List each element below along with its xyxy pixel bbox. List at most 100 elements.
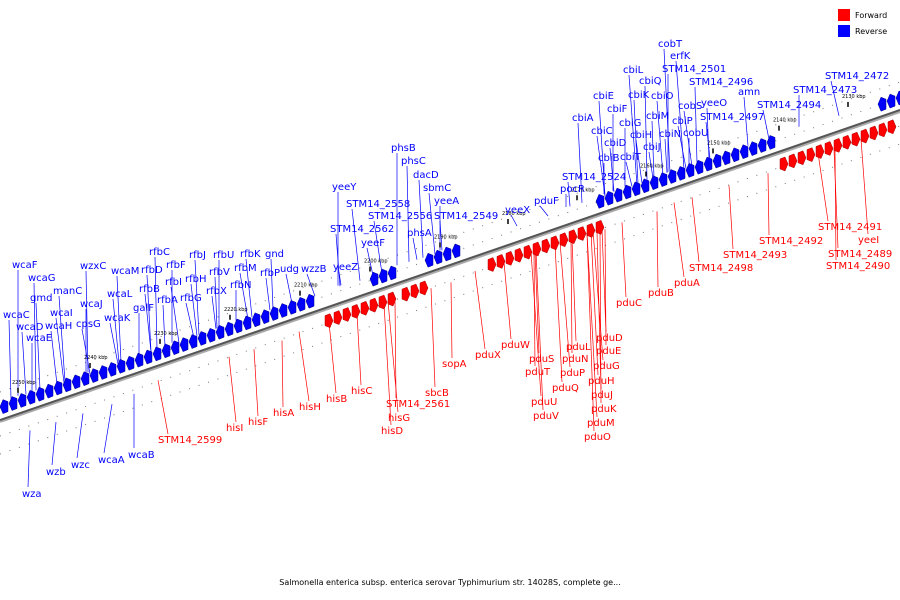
gene-label-wzc: wzc <box>71 460 90 471</box>
reverse-gene-arrow <box>233 318 243 334</box>
leader-line-reverse <box>366 247 374 276</box>
reverse-gene-arrow <box>215 324 225 340</box>
leader-line-reverse <box>335 233 341 287</box>
leader-line-reverse <box>694 86 698 163</box>
forward-gene-arrow <box>788 153 798 169</box>
leader-line-reverse <box>439 220 443 251</box>
leader-line-forward <box>728 185 734 250</box>
forward-gene-arrow <box>815 144 825 159</box>
reverse-gene-arrow <box>676 166 686 181</box>
gene-label-yeef: yeeF <box>361 238 385 249</box>
gene-label-pdug: pduG <box>593 361 620 372</box>
leader-line-reverse <box>830 80 840 116</box>
reverse-gene-arrow <box>622 184 632 200</box>
gene-label-pdub: pduB <box>648 288 674 299</box>
gene-label-pduu: pduU <box>531 397 557 408</box>
leader-line-forward <box>157 380 169 435</box>
gene-label-wcal: wcaL <box>107 289 133 300</box>
leader-line-forward <box>599 230 602 404</box>
gene-label-rfbv: rfbV <box>209 267 230 278</box>
gene-label-hisi: hisI <box>226 423 243 434</box>
gene-label-yeea: yeeA <box>434 196 459 207</box>
forward-gene-arrow <box>779 156 789 172</box>
gene-label-sopa: sopA <box>442 359 467 370</box>
gene-label-galf: galF <box>133 303 154 314</box>
gene-label-stm14_2501: STM14_2501 <box>662 64 726 75</box>
tick-label: 2250 kbp <box>12 380 36 386</box>
gene-label-stm14_2556: STM14_2556 <box>368 211 432 222</box>
forward-gene-arrow <box>833 138 843 153</box>
gene-label-pduq: pduQ <box>552 383 579 394</box>
reverse-gene-arrow <box>35 386 45 402</box>
leader-line-forward <box>533 253 536 367</box>
leader-line-forward <box>554 244 563 383</box>
leader-line-forward <box>383 303 392 426</box>
leader-line-forward <box>621 222 627 298</box>
gene-label-rfba: rfbA <box>157 295 178 306</box>
forward-gene-arrow <box>532 241 542 257</box>
forward-gene-arrow <box>550 235 560 251</box>
leader-line-forward <box>604 229 607 346</box>
gene-label-wcaj: wcaJ <box>80 299 103 310</box>
gene-label-gnd: gnd <box>265 249 284 260</box>
backbone-shadow <box>0 110 900 423</box>
tick-label: 2210 kbp <box>294 283 318 289</box>
reverse-gene-arrow <box>287 300 297 315</box>
leader-line-reverse <box>211 295 217 330</box>
forward-gene-arrow <box>360 300 370 316</box>
leader-line-reverse <box>112 298 120 364</box>
reverse-gene-arrow <box>730 147 740 163</box>
forward-gene-arrow <box>568 229 578 244</box>
leader-line-forward <box>592 230 604 361</box>
leader-line-forward <box>559 241 571 368</box>
reverse-gene-arrow <box>206 327 216 343</box>
gene-label-rfbf: rfbF <box>166 260 186 271</box>
reverse-gene-arrow <box>433 249 443 265</box>
leader-line-reverse <box>214 276 218 328</box>
reverse-gene-arrow <box>658 172 668 187</box>
tick-label: 2140 kbp <box>773 118 797 124</box>
forward-gene-arrow <box>401 286 411 302</box>
forward-gene-arrow <box>487 257 497 272</box>
gene-label-pocr: pocR <box>560 184 585 195</box>
leader-line-reverse <box>50 330 58 385</box>
gene-label-cbik: cbiK <box>628 90 650 101</box>
reverse-gene-arrow <box>26 389 36 405</box>
gene-label-cbie: cbiE <box>593 91 614 102</box>
gene-label-rfbd: rfbD <box>141 265 163 276</box>
forward-gene-arrow <box>342 307 352 322</box>
gene-label-cobu: cobU <box>683 128 708 139</box>
reverse-gene-arrow <box>80 371 90 387</box>
gene-label-pdua: pduA <box>674 278 700 289</box>
leader-line-reverse <box>705 121 711 159</box>
kbp-ticks: 2130 kbp 2140 kbp 2150 kbp 2160 kbp 2170 kbp… <box>12 94 866 393</box>
gene-label-stm14_2492: STM14_2492 <box>759 236 823 247</box>
reverse-gene-arrow <box>17 393 27 408</box>
leader-line-reverse <box>651 120 655 178</box>
leader-line-forward <box>530 251 542 397</box>
forward-gene-arrow <box>514 247 524 263</box>
backbone-line <box>0 109 900 421</box>
gene-label-phsb: phsB <box>391 143 416 154</box>
gene-label-manc: manC <box>53 286 82 297</box>
reverse-gene-arrow <box>197 331 207 346</box>
gene-label-stm14_2498: STM14_2498 <box>689 263 753 274</box>
leader-line-reverse <box>762 109 770 140</box>
reverse-gene-arrow <box>242 315 252 331</box>
reverse-gene-arrow <box>757 138 767 153</box>
leader-line-reverse <box>406 165 410 262</box>
gene-label-cbip: cbiP <box>672 116 693 127</box>
gene-label-stm14_2491: STM14_2491 <box>818 222 882 233</box>
reverse-gene-arrow <box>667 169 677 184</box>
leader-line-forward <box>503 261 512 340</box>
tick-label: 2240 kbp <box>84 355 108 361</box>
leader-line-reverse <box>190 283 198 337</box>
gene-label-wcab: wcaB <box>128 450 155 461</box>
reverse-gene-arrow <box>143 349 153 365</box>
gene-label-cbim: cbiM <box>646 111 669 122</box>
gene-label-pduw: pduW <box>501 340 530 351</box>
leader-line-reverse <box>428 192 436 255</box>
gene-label-pdue: pduE <box>596 346 621 357</box>
